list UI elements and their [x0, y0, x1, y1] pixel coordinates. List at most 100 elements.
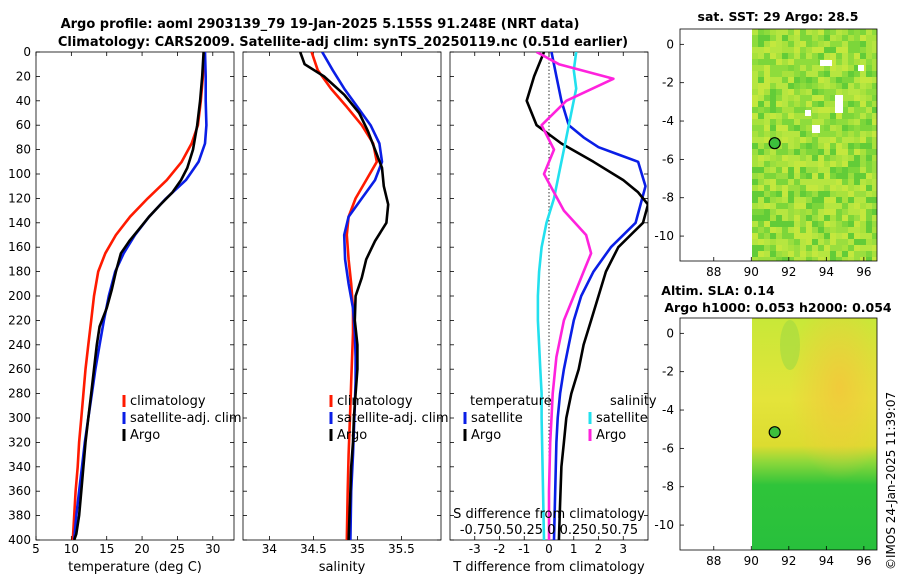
legend-label-climatology: climatology	[130, 394, 206, 409]
depth-tick-label: 40	[16, 94, 31, 108]
map-y-tick-label: -10	[654, 229, 674, 243]
depth-tick-label: 100	[8, 167, 31, 181]
s-difference-label: S difference from climatology	[453, 507, 645, 522]
depth-tick-label: 280	[8, 387, 31, 401]
depth-tick-label: 180	[8, 265, 31, 279]
sst-map-axes	[679, 28, 878, 262]
salinity-xlabel: salinity	[319, 560, 366, 575]
x-tick-label: 35.5	[388, 542, 415, 556]
depth-tick-label: 140	[8, 216, 31, 230]
x-tick-label: -1	[518, 542, 530, 556]
map-y-tick-label: -2	[662, 76, 674, 90]
x-tick-label: 35	[350, 542, 365, 556]
argo-location-marker	[768, 137, 781, 150]
depth-tick-label: 380	[8, 509, 31, 523]
series-s-argo	[535, 52, 615, 540]
depth-tick-labels: 0 20 40 60 80 100 120 140 160 180 200 220 240 260 280 3…	[8, 45, 648, 547]
map-y-tick-label: -8	[662, 191, 674, 205]
x-tick-labels: 5 10 15 20 25 30 34 34.5 35 35.5 -3 -2 -1 0 1 2 3	[32, 52, 627, 556]
difference-legend: temperature salinity satellite Argo sate…	[463, 394, 657, 443]
depth-tick-label: 260	[8, 362, 31, 376]
s-difference-ticks: -0.750.50.25 0 0.250.50.75	[460, 523, 638, 538]
map-y-tick-label: -2	[662, 365, 674, 379]
x-tick-label: 0	[545, 542, 553, 556]
salinity-series-group	[298, 52, 390, 540]
depth-tick-label: 0	[23, 45, 31, 59]
map-x-tick-label: 96	[856, 265, 871, 279]
map-x-tick-label: 90	[744, 554, 759, 568]
legend-label-climatology: climatology	[337, 394, 413, 409]
temperature-xlabel: temperature (deg C)	[68, 560, 202, 575]
legend-label-satellite: satellite-adj. clim	[130, 411, 242, 426]
map-y-tick-label: -8	[662, 480, 674, 494]
map-x-tick-label: 88	[706, 554, 721, 568]
depth-tick-label: 80	[16, 143, 31, 157]
x-tick-label: 30	[205, 542, 220, 556]
x-tick-label: 15	[99, 542, 114, 556]
x-tick-label: 10	[64, 542, 79, 556]
x-tick-label: -3	[469, 542, 481, 556]
x-tick-label: -2	[494, 542, 506, 556]
main-title-line1: Argo profile: aoml 2903139_79 19-Jan-202…	[61, 17, 580, 32]
depth-tick-label: 200	[8, 289, 31, 303]
difference-series-group	[525, 52, 648, 540]
legend-label-argo: Argo	[337, 428, 367, 443]
salinity-legend: climatology satellite-adj. clim Argo	[329, 394, 449, 443]
legend-label-satellite: satellite-adj. clim	[337, 411, 449, 426]
legend-header-salinity: salinity	[610, 394, 657, 409]
map-x-tick-label: 88	[706, 265, 721, 279]
x-tick-label: 3	[619, 542, 627, 556]
legend-label-t-argo: Argo	[471, 428, 501, 443]
legend-label-argo: Argo	[130, 428, 160, 443]
sla-map-ticks: 88 90 92 94 96 0 -2 -4 -6 -8 -10	[654, 326, 871, 568]
main-title-line2: Climatology: CARS2009. Satellite-adj cli…	[58, 35, 628, 50]
temperature-legend: climatology satellite-adj. clim Argo	[122, 394, 242, 443]
map-x-tick-label: 90	[744, 265, 759, 279]
sla-map-title: Altim. SLA: 0.14	[661, 283, 775, 298]
series-climatology	[71, 52, 206, 540]
map-y-tick-label: 0	[666, 326, 674, 340]
series-t-argo	[525, 52, 648, 540]
map-y-tick-label: 0	[666, 37, 674, 51]
legend-label-s-satellite: satellite	[596, 411, 648, 426]
sst-map-title: sat. SST: 29 Argo: 28.5	[698, 9, 859, 24]
depth-tick-label: 400	[8, 533, 31, 547]
series-argo	[72, 52, 205, 540]
depth-tick-label: 60	[16, 118, 31, 132]
x-tick-label: 20	[134, 542, 149, 556]
series-s-satellite	[536, 52, 578, 540]
salinity-axes	[242, 51, 442, 541]
depth-tick-label: 320	[8, 435, 31, 449]
sla-map-subtitle: Argo h1000: 0.053 h2000: 0.054	[664, 300, 892, 315]
x-tick-label: 34	[262, 542, 277, 556]
x-tick-label: 5	[32, 542, 40, 556]
depth-tick-label: 20	[16, 69, 31, 83]
map-x-tick-label: 92	[781, 265, 796, 279]
series-t-satellite	[550, 52, 647, 540]
map-y-tick-label: -10	[654, 518, 674, 532]
depth-tick-label: 120	[8, 191, 31, 205]
map-y-tick-label: -4	[662, 403, 674, 417]
map-y-tick-label: -6	[662, 152, 674, 166]
map-y-tick-label: -6	[662, 441, 674, 455]
legend-label-t-satellite: satellite	[471, 411, 523, 426]
map-x-tick-label: 94	[819, 265, 834, 279]
map-x-tick-label: 94	[819, 554, 834, 568]
x-tick-label: 34.5	[300, 542, 327, 556]
depth-tick-label: 220	[8, 313, 31, 327]
map-x-tick-label: 92	[781, 554, 796, 568]
depth-tick-label: 360	[8, 484, 31, 498]
timestamp: ©IMOS 24-Jan-2025 11:39:07	[884, 392, 898, 570]
legend-header-temperature: temperature	[470, 394, 552, 409]
series-climatology	[310, 52, 379, 540]
temperature-series-group	[71, 52, 208, 540]
difference-xlabel: T difference from climatology	[452, 560, 645, 575]
depth-tick-label: 300	[8, 411, 31, 425]
legend-label-s-argo: Argo	[596, 428, 626, 443]
series-argo	[298, 52, 390, 540]
sst-map-ticks: 88 90 92 94 96 0 -2 -4 -6 -8 -10	[654, 37, 871, 279]
x-tick-label: 1	[570, 542, 578, 556]
depth-tick-label: 160	[8, 240, 31, 254]
map-x-tick-label: 96	[856, 554, 871, 568]
